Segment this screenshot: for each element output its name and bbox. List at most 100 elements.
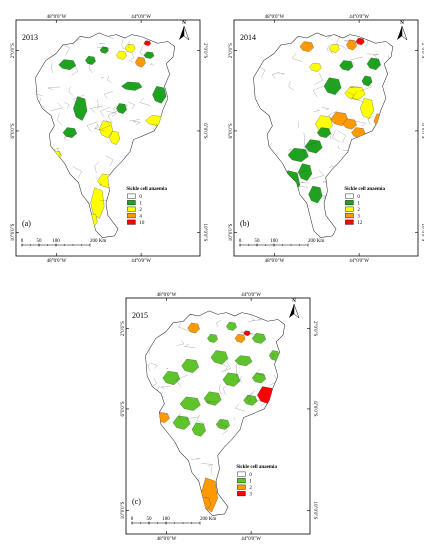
lon-label-bottom: 48°0'0"W <box>157 537 177 542</box>
municipality-patch <box>342 118 357 130</box>
municipality-patch <box>299 41 314 52</box>
panel-label: (c) <box>132 497 141 506</box>
lon-label-top: 48°0'0"W <box>47 15 67 20</box>
lon-label-bottom: 48°0'0"W <box>265 259 285 264</box>
municipality-patch <box>99 46 109 54</box>
municipality-patch <box>203 391 222 406</box>
municipality-patch <box>116 50 127 60</box>
lon-label-top: 48°0'0"W <box>157 293 177 298</box>
legend-swatch <box>345 193 354 199</box>
lat-label-left: 6°0'0"S <box>229 123 234 138</box>
municipality-patch <box>58 59 77 70</box>
scale-label: 200 Km <box>90 239 106 244</box>
north-label: N <box>182 21 186 26</box>
municipality-patch <box>210 350 229 365</box>
legend-swatch <box>345 219 354 225</box>
municipality-patch <box>90 187 105 219</box>
municipality-patch <box>234 333 246 343</box>
municipality-patch <box>243 395 258 406</box>
municipality-patch <box>62 127 77 138</box>
municipality-patch <box>124 43 136 53</box>
municipality-patch <box>323 77 342 95</box>
lon-label-top: 44°0'0"W <box>241 293 261 298</box>
lat-label-left: 10°0'0"S <box>229 223 234 241</box>
lat-label-left: 2°0'0"S <box>121 321 126 336</box>
legend-title: Sickle cell anaemia <box>126 187 167 192</box>
municipality-patch <box>351 127 366 138</box>
legend-swatch <box>237 484 246 490</box>
lon-label-bottom: 44°0'0"W <box>131 259 151 264</box>
legend-swatch <box>127 213 136 219</box>
municipality-patch <box>298 163 313 181</box>
lat-label-left: 10°0'0"S <box>11 223 16 241</box>
municipality-patch <box>187 322 200 334</box>
legend-value: 0 <box>249 473 252 478</box>
lat-label-right: 2°0'0"S <box>420 43 424 58</box>
north-arrow-icon <box>397 25 408 41</box>
scale-label: 100 <box>270 239 278 244</box>
scale-label: 50 <box>147 517 153 522</box>
map-year: 2013 <box>22 33 38 42</box>
lon-label-top: 48°0'0"W <box>265 15 285 20</box>
municipality-patch <box>191 422 206 437</box>
municipality-patch <box>366 57 381 71</box>
municipality-patch <box>162 370 181 385</box>
north-label: N <box>400 21 404 26</box>
lon-label-bottom: 44°0'0"W <box>241 537 261 542</box>
lon-label-bottom: 44°0'0"W <box>349 259 369 264</box>
municipality-patch <box>85 55 96 65</box>
municipality-patch <box>179 396 201 411</box>
scale-label: 200 Km <box>308 239 324 244</box>
lat-label-left: 2°0'0"S <box>229 43 234 58</box>
municipality-patch <box>207 333 218 343</box>
map-year: 2015 <box>132 311 148 320</box>
map-panel-2014: 48°0'0"W 44°0'0"W 48°0'0"W 44°0'0"W 2°0'0"S 2… <box>229 15 424 264</box>
municipality-patch <box>234 355 253 367</box>
municipality-patch <box>121 81 143 91</box>
lon-label-top: 44°0'0"W <box>349 15 369 20</box>
legend-value: 0 <box>139 195 142 200</box>
scale-label: 50 <box>255 239 261 244</box>
legend-value: 12 <box>357 221 363 226</box>
municipality-patch <box>222 372 241 387</box>
lat-label-right: 10°0'0"S <box>202 224 207 242</box>
legend-swatch <box>127 206 136 212</box>
lat-label-right: 2°0'0"S <box>312 321 317 336</box>
legend-value: 3 <box>249 492 252 497</box>
north-arrow-icon <box>289 303 300 319</box>
scale-label: 0 <box>239 239 242 244</box>
scale-label: 0 <box>21 239 24 244</box>
municipality-patch <box>346 39 357 51</box>
scale-label: 100 <box>162 517 170 522</box>
legend-value: 4 <box>139 214 142 219</box>
legend-title: Sickle cell anaemia <box>344 187 385 192</box>
municipality-patch <box>355 37 365 46</box>
municipality-patch <box>359 98 375 120</box>
panel-label: (b) <box>240 219 250 228</box>
municipality-patch <box>304 139 323 154</box>
scale-bar: 0 50 100 200 Km <box>21 239 106 247</box>
legend-value: 1 <box>139 201 142 206</box>
scale-label: 200 Km <box>200 517 216 522</box>
municipality-patch <box>361 75 373 87</box>
municipality-patch <box>251 333 267 344</box>
map-legend: Sickle cell anaemia 01 24 10 <box>126 187 167 226</box>
municipality-patch <box>329 43 340 53</box>
scale-label: 50 <box>37 239 43 244</box>
legend-value: 3 <box>357 214 360 219</box>
municipality-patch <box>135 56 146 68</box>
lon-label-bottom: 48°0'0"W <box>47 259 67 264</box>
municipality-patch <box>309 62 322 72</box>
lat-label-right: 10°0'0"S <box>312 502 317 520</box>
municipality-patch <box>226 321 237 331</box>
legend-swatch <box>345 206 354 212</box>
municipality-patch <box>316 127 332 138</box>
legend-value: 2 <box>249 486 252 491</box>
legend-swatch <box>127 200 136 206</box>
north-label: N <box>292 299 296 304</box>
map-panel-2015: 48°0'0"W 44°0'0"W 48°0'0"W 44°0'0"W 2°0'0"S 2… <box>121 293 317 542</box>
lat-label-left: 2°0'0"S <box>11 43 16 58</box>
legend-title: Sickle cell anaemia <box>236 465 277 470</box>
